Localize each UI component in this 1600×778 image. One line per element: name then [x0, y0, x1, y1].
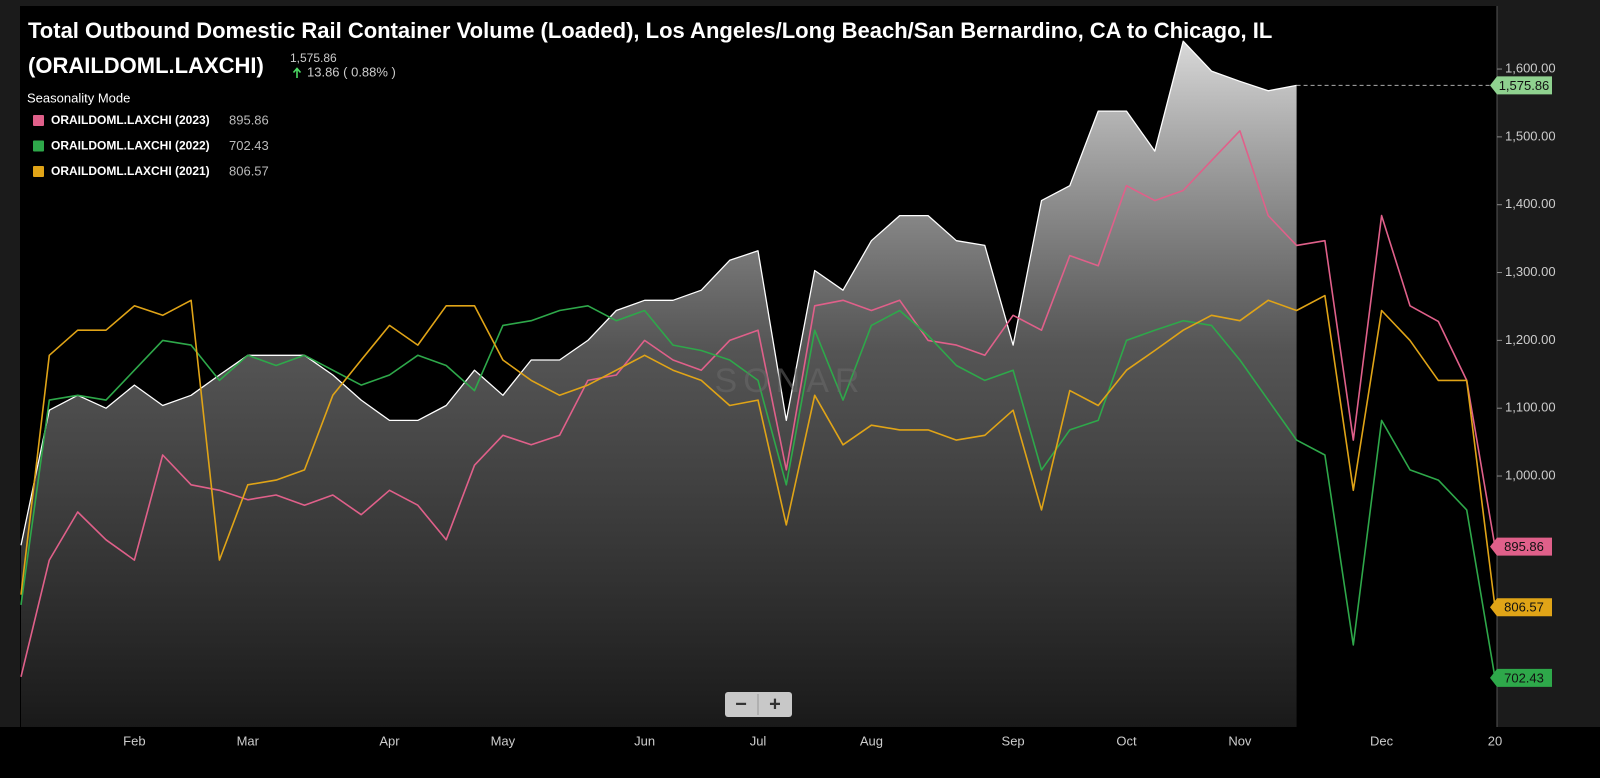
value-badge-label: 1,575.86	[1499, 78, 1550, 93]
legend-title: Seasonality Mode	[27, 90, 130, 105]
header-change: 13.86 ( 0.88% )	[307, 64, 396, 79]
value-badge	[1490, 598, 1552, 617]
series-line	[20, 294, 1496, 608]
header-value: 1,575.86	[290, 51, 337, 65]
x-tick-label: Feb	[123, 733, 145, 748]
legend-swatch	[33, 140, 44, 152]
legend-label: ORAILDOML.LAXCHI (2021)	[51, 164, 210, 178]
y-tick-label: 1,000.00	[1505, 467, 1556, 482]
series-line	[20, 305, 1496, 679]
x-tick-label: Jun	[634, 733, 655, 748]
x-tick-label: Jul	[750, 733, 767, 748]
value-badge	[1490, 76, 1552, 95]
value-badge-label: 702.43	[1504, 670, 1544, 685]
up-arrow-icon	[292, 67, 302, 78]
legend-value: 895.86	[229, 112, 269, 127]
x-tick-label: Nov	[1228, 733, 1252, 748]
x-tick-label: 20	[1488, 733, 1502, 748]
series-line	[20, 130, 1496, 677]
legend-value: 702.43	[229, 138, 269, 153]
value-badge-label: 895.86	[1504, 539, 1544, 554]
x-tick-label: Apr	[379, 733, 400, 748]
y-tick-label: 1,600.00	[1505, 60, 1556, 75]
zoom-in-button[interactable]: +	[769, 693, 781, 715]
value-badge-label: 806.57	[1504, 600, 1544, 615]
x-tick-label: Sep	[1002, 733, 1025, 748]
legend-label: ORAILDOML.LAXCHI (2023)	[51, 113, 210, 127]
y-tick-label: 1,100.00	[1505, 400, 1556, 415]
x-tick-label: Aug	[860, 733, 883, 748]
y-tick-label: 1,300.00	[1505, 264, 1556, 279]
y-tick-label: 1,400.00	[1505, 196, 1556, 211]
chart-title: Total Outbound Domestic Rail Container V…	[28, 18, 1272, 43]
value-badge	[1490, 668, 1552, 687]
x-tick-label: Dec	[1370, 733, 1394, 748]
legend: ORAILDOML.LAXCHI (2023) 895.86 ORAILDOML.L…	[33, 112, 269, 178]
x-tick-label: May	[491, 733, 516, 748]
legend-swatch	[33, 166, 44, 177]
legend-label: ORAILDOML.LAXCHI (2022)	[51, 139, 210, 153]
y-tick-label: 1,500.00	[1505, 128, 1556, 143]
x-tick-label: Oct	[1116, 733, 1137, 748]
x-axis-band	[0, 727, 1600, 778]
plot-marks	[20, 40, 1497, 727]
value-badge	[1490, 537, 1552, 556]
legend-value: 806.57	[229, 163, 269, 178]
zoom-out-button[interactable]: −	[735, 693, 747, 715]
primary-line	[20, 40, 1297, 546]
chart-subtitle: (ORAILDOML.LAXCHI)	[28, 53, 264, 78]
x-tick-label: Mar	[237, 733, 260, 748]
area-fill	[21, 41, 1297, 727]
y-tick-label: 1,200.00	[1505, 332, 1556, 347]
legend-swatch	[33, 115, 44, 126]
watermark: SONAR	[715, 362, 866, 400]
